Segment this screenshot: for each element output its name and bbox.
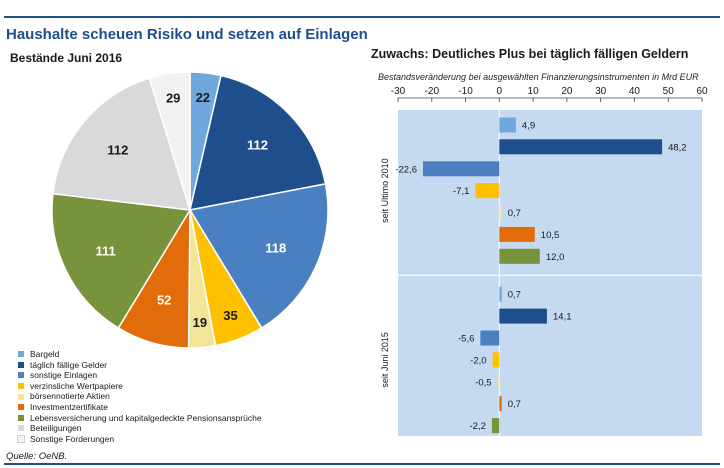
pie-data-label: 112 bbox=[107, 142, 128, 157]
legend-item: Beteiligungen bbox=[18, 423, 262, 434]
pie-slice-beteiligungen bbox=[52, 77, 192, 211]
bar-data-label: -5,6 bbox=[458, 334, 474, 345]
bar-data-label: -7,1 bbox=[453, 186, 469, 197]
bar-data-label: -22,6 bbox=[395, 164, 417, 175]
pie-chart-title: Bestände Juni 2016 bbox=[10, 51, 123, 65]
bar-seit-juni-2015-sonstige-einlagen bbox=[480, 330, 500, 346]
legend-label: verzinsliche Wertpapiere bbox=[30, 380, 123, 391]
bar-seit-ultimo-2010-sonstige-einlagen bbox=[423, 161, 500, 177]
x-tick-label: 60 bbox=[696, 86, 708, 97]
bar-seit-ultimo-2010-lebensversicherung bbox=[499, 248, 540, 264]
legend-item: sonstige Einlagen bbox=[18, 370, 262, 381]
legend-label: Investmentzertifikate bbox=[30, 401, 108, 412]
bar-data-label: 14,1 bbox=[553, 312, 572, 323]
pie-slice-sonstige-forderungen bbox=[148, 71, 191, 211]
legend-swatch bbox=[18, 393, 24, 400]
legend-swatch bbox=[18, 361, 24, 368]
bar-data-label: 12,0 bbox=[546, 252, 565, 263]
pie-data-label: 19 bbox=[193, 315, 207, 330]
x-tick-label: 0 bbox=[497, 86, 503, 97]
pie-data-label: 52 bbox=[157, 293, 171, 308]
top-rule bbox=[4, 16, 720, 18]
bar-data-label: 48,2 bbox=[668, 142, 687, 153]
legend-swatch bbox=[18, 425, 24, 432]
bar-data-label: 0,7 bbox=[508, 399, 521, 410]
legend-item: täglich fällige Gelder bbox=[18, 360, 262, 371]
legend-swatch bbox=[17, 435, 25, 444]
x-tick-label: 20 bbox=[561, 86, 573, 97]
bar-chart-subtitle: Bestandsveränderung bei ausgewählten Fin… bbox=[378, 72, 699, 82]
pie-data-label: 118 bbox=[265, 241, 286, 256]
bar-chart-title: Zuwachs: Deutliches Plus bei täglich fäl… bbox=[371, 47, 689, 61]
bar-seit-juni-2015-boersennotierte-aktien bbox=[497, 374, 500, 390]
legend-label: täglich fällige Gelder bbox=[30, 359, 108, 370]
legend-label: sonstige Einlagen bbox=[30, 370, 98, 381]
bar-seit-juni-2015-verzinsliche-wertpapiere bbox=[492, 352, 500, 368]
pie-legend: Bargeld täglich fällige Gelder sonstige Ei… bbox=[17, 349, 262, 445]
legend-label: Bargeld bbox=[30, 349, 60, 359]
bottom-rule bbox=[4, 463, 720, 465]
legend-item: börsennotierte Aktien bbox=[18, 391, 262, 402]
pie-data-label: 111 bbox=[95, 244, 115, 259]
bar-data-label: 0,7 bbox=[508, 208, 521, 219]
bar-data-label: 4,9 bbox=[522, 120, 535, 131]
bar-data-label: -2,2 bbox=[470, 421, 486, 432]
bar-data-label: 10,5 bbox=[541, 230, 560, 241]
x-tick-label: -10 bbox=[458, 86, 473, 97]
pie-data-label: 29 bbox=[166, 91, 180, 106]
legend-label: Lebensversicherung und kapitalgedeckte P… bbox=[30, 412, 262, 423]
group-label: seit Ultimo 2010 bbox=[380, 158, 390, 223]
legend-label: Sonstige Forderungen bbox=[30, 433, 115, 444]
legend-swatch bbox=[18, 351, 24, 358]
legend-label: Beteiligungen bbox=[30, 423, 82, 434]
bar-seit-juni-2015-taeglich-faellige-gelder bbox=[499, 308, 547, 324]
bar-seit-ultimo-2010-boersennotierte-aktien bbox=[499, 205, 502, 220]
legend-swatch bbox=[18, 383, 24, 390]
x-tick-label: 30 bbox=[595, 86, 607, 97]
legend-item: verzinsliche Wertpapiere bbox=[18, 381, 262, 392]
legend-swatch bbox=[18, 414, 24, 421]
bar-data-label: -0,5 bbox=[475, 377, 491, 388]
pie-slice-taeglich-faellige-gelder bbox=[189, 74, 327, 211]
pie-data-label: 112 bbox=[247, 137, 268, 152]
x-tick-label: 10 bbox=[528, 86, 540, 97]
pie-data-label: 22 bbox=[196, 90, 210, 105]
legend-swatch bbox=[18, 404, 24, 411]
bar-seit-ultimo-2010-taeglich-faellige-gelder bbox=[499, 139, 663, 155]
legend-label: börsennotierte Aktien bbox=[30, 391, 110, 402]
bar-seit-ultimo-2010-investmentzertifikate bbox=[499, 226, 535, 242]
bar-data-label: 0,7 bbox=[508, 290, 521, 301]
bar-seit-ultimo-2010-bargeld bbox=[499, 117, 516, 133]
legend-swatch bbox=[18, 372, 24, 379]
group-label: seit Juni 2015 bbox=[380, 332, 390, 388]
x-tick-label: -30 bbox=[391, 86, 406, 97]
legend-item: Investmentzertifikate bbox=[18, 402, 262, 413]
source-note: Quelle: OeNB. bbox=[6, 451, 68, 462]
bar-seit-juni-2015-lebensversicherung bbox=[491, 418, 500, 434]
plot-area bbox=[398, 110, 702, 436]
legend-item: Lebensversicherung und kapitalgedeckte P… bbox=[18, 413, 262, 424]
bar-seit-juni-2015-bargeld bbox=[499, 286, 502, 302]
x-tick-label: -20 bbox=[425, 86, 440, 97]
bar-seit-juni-2015-investmentzertifikate bbox=[499, 396, 502, 412]
page-title: Haushalte scheuen Risiko und setzen auf … bbox=[6, 26, 368, 43]
pie-data-label: 35 bbox=[223, 308, 237, 323]
legend-item: Sonstige Forderungen bbox=[17, 433, 262, 445]
x-tick-label: 50 bbox=[663, 86, 675, 97]
x-tick-label: 40 bbox=[629, 86, 641, 97]
bar-data-label: -2,0 bbox=[470, 355, 486, 366]
pie-slice-lebensversicherung-und-kapitalgedeckte-pensionsansprueche bbox=[51, 192, 192, 329]
bar-seit-ultimo-2010-verzinsliche-wertpapiere bbox=[475, 183, 500, 199]
legend-item: Bargeld bbox=[18, 349, 262, 360]
pie-slice-sonstige-einlagen bbox=[188, 182, 329, 329]
